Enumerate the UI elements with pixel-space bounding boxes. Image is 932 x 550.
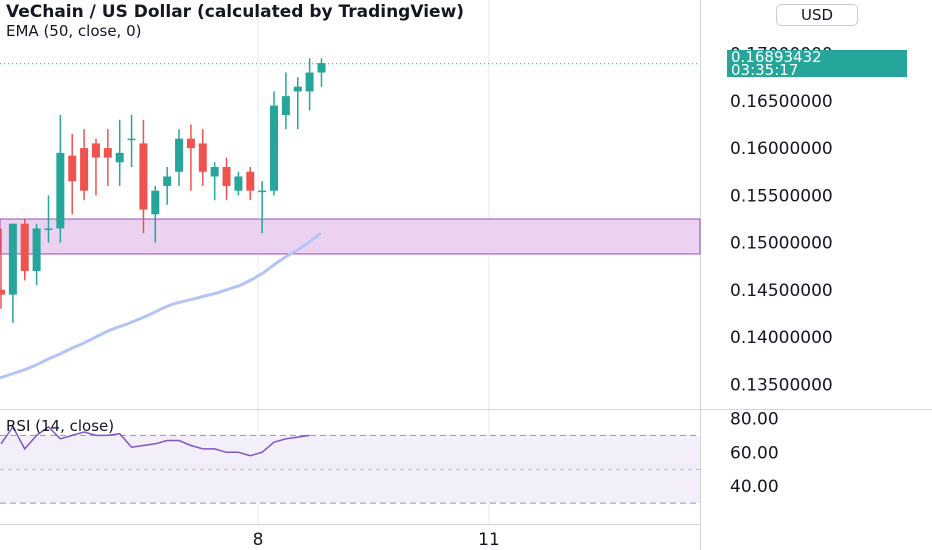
time-tick-label: 11: [478, 530, 500, 550]
candle-body: [0, 289, 5, 295]
price-tick-label: 0.16000000: [730, 139, 833, 159]
support-zone: [0, 218, 701, 255]
candle-body: [44, 228, 53, 230]
rsi-band-fill: [0, 435, 700, 504]
time-tick-label: 8: [253, 530, 264, 550]
candle-body: [281, 96, 290, 116]
candle-body: [32, 228, 41, 271]
candle-body: [151, 190, 160, 215]
ema-50-line: [0, 232, 322, 380]
candle-body: [198, 143, 207, 172]
candle-body: [234, 176, 243, 191]
currency-button[interactable]: USD: [776, 4, 858, 26]
candle-body: [317, 63, 326, 73]
price-tick-label: 0.14500000: [730, 281, 833, 301]
rsi-tick-label: 60.00: [730, 443, 779, 463]
candle-body: [139, 143, 148, 210]
candle-body: [20, 223, 29, 271]
candle-body: [210, 167, 219, 177]
rsi-legend-label[interactable]: RSI (14, close): [6, 417, 115, 435]
price-tick-label: 0.14000000: [730, 328, 833, 348]
chart-title: VeChain / US Dollar (calculated by Tradi…: [6, 2, 465, 22]
candle-body: [68, 155, 77, 182]
candle-body: [8, 223, 17, 295]
bar-countdown: 03:35:17: [731, 61, 799, 79]
price-tick-label: 0.15000000: [730, 234, 833, 254]
last-price-tag: 0.16893432 03:35:17: [727, 48, 907, 79]
candle-body: [163, 176, 172, 186]
candle-body: [91, 143, 100, 158]
price-tick-label: 0.13500000: [730, 375, 833, 395]
candle-body: [305, 72, 314, 92]
candle-body: [175, 138, 184, 172]
candle-body: [115, 152, 124, 163]
price-tick-label: 0.16500000: [730, 92, 833, 112]
candle-body: [258, 190, 267, 193]
candle-body: [222, 167, 231, 186]
candle-body: [270, 105, 279, 191]
rsi-tick-label: 40.00: [730, 477, 779, 497]
candle-body: [246, 171, 255, 191]
candle-body: [103, 148, 112, 158]
candle-body: [293, 86, 302, 92]
candle-body: [56, 152, 65, 229]
price-tick-label: 0.15500000: [730, 186, 833, 206]
ema-legend-label[interactable]: EMA (50, close, 0): [6, 22, 142, 40]
candle-body: [186, 138, 195, 149]
last-price-value: 0.16893432: [731, 48, 822, 66]
candle-body: [127, 138, 136, 141]
candle-body: [80, 148, 89, 191]
rsi-line: [0, 425, 310, 457]
rsi-tick-label: 80.00: [730, 409, 779, 429]
